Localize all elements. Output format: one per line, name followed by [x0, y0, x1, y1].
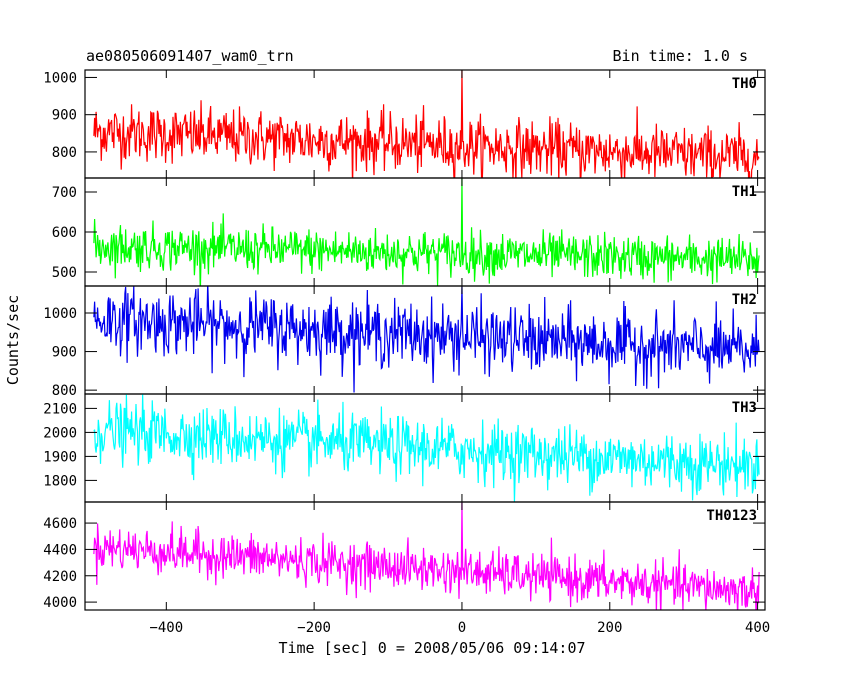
panel-label-th1: TH1: [732, 184, 757, 200]
y-tick-label: 1900: [43, 449, 77, 465]
series-th0123-line: [93, 502, 760, 610]
y-axis-label: Counts/sec: [4, 295, 22, 385]
series-th2-line: [93, 286, 760, 393]
panel-label-th3: TH3: [732, 400, 757, 416]
series-th1-line: [93, 178, 760, 286]
panel-th1: 500 600 700 TH1: [52, 177, 766, 287]
y-tick-label: 2100: [43, 401, 77, 417]
x-axis: −400 −200 0 200 400: [149, 620, 770, 636]
x-tick-label: 400: [745, 620, 770, 636]
panel-label-th2: TH2: [732, 292, 757, 308]
y-tick-label: 900: [52, 108, 77, 124]
chart-title: ae080506091407_wam0_trn: [86, 47, 294, 65]
panel-th2: 800 900 1000 TH2: [43, 285, 766, 399]
y-tick-label: 4200: [43, 569, 77, 585]
bin-time-label: Bin time: 1.0 s: [613, 47, 748, 65]
series-th3-line: [93, 394, 760, 502]
panel-label-th0123: TH0123: [706, 508, 757, 524]
y-tick-label: 4400: [43, 542, 77, 558]
y-tick-label: 1800: [43, 473, 77, 489]
panel-th0123: 4000 4200 4400 4600 TH0123: [43, 501, 766, 611]
y-tick-label: 1000: [43, 306, 77, 322]
y-tick-label: 800: [52, 383, 77, 399]
panel-frame: [84, 501, 766, 611]
y-tick-label: 500: [52, 265, 77, 281]
y-tick-label: 700: [52, 185, 77, 201]
panel-label-th0: TH0: [732, 76, 757, 92]
y-tick-label: 900: [52, 345, 77, 361]
panel-th0: 800 900 1000 TH0: [43, 69, 766, 179]
panel-th3: 1800 1900 2000 2100 TH3: [43, 393, 766, 503]
x-axis-label: Time [sec] 0 = 2008/05/06 09:14:07: [278, 639, 585, 657]
y-tick-label: 800: [52, 145, 77, 161]
y-tick-label: 2000: [43, 425, 77, 441]
x-tick-label: 0: [458, 620, 466, 636]
y-tick-label: 600: [52, 225, 77, 241]
y-tick-label: 1000: [43, 70, 77, 86]
x-tick-label: 200: [597, 620, 622, 636]
series-th0-line: [93, 70, 760, 178]
y-tick-label: 4000: [43, 595, 77, 611]
y-tick-label: 4600: [43, 516, 77, 532]
x-tick-label: −200: [297, 620, 331, 636]
x-tick-label: −400: [149, 620, 183, 636]
panels-group: 800 900 1000 TH0 500 600 700 TH1 800 900 1000 TH2 18…: [43, 69, 766, 611]
